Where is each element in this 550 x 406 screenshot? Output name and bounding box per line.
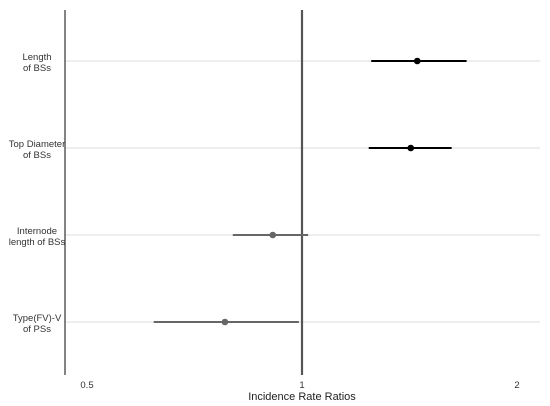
category-label: of PSs — [23, 324, 51, 335]
category-label: of BSs — [23, 63, 51, 74]
point-estimate — [413, 57, 421, 65]
estimate-marks — [153, 57, 467, 326]
x-tick-labels: 0.5 1 2 — [80, 380, 519, 391]
category-label: Length — [22, 52, 51, 63]
category-label: Type(FV)-V — [13, 313, 62, 324]
category-label: of BSs — [23, 150, 51, 161]
point-estimate — [269, 231, 277, 239]
x-tick-label: 1 — [299, 380, 304, 391]
category-label: length of BSs — [9, 237, 66, 248]
x-tick-label: 0.5 — [80, 380, 93, 391]
x-axis-title: Incidence Rate Ratios — [248, 391, 356, 403]
category-label: Internode — [17, 226, 57, 237]
category-label: Top Diameter — [9, 139, 66, 150]
point-estimate — [407, 144, 415, 152]
point-estimate — [221, 318, 229, 326]
x-tick-label: 2 — [514, 380, 519, 391]
